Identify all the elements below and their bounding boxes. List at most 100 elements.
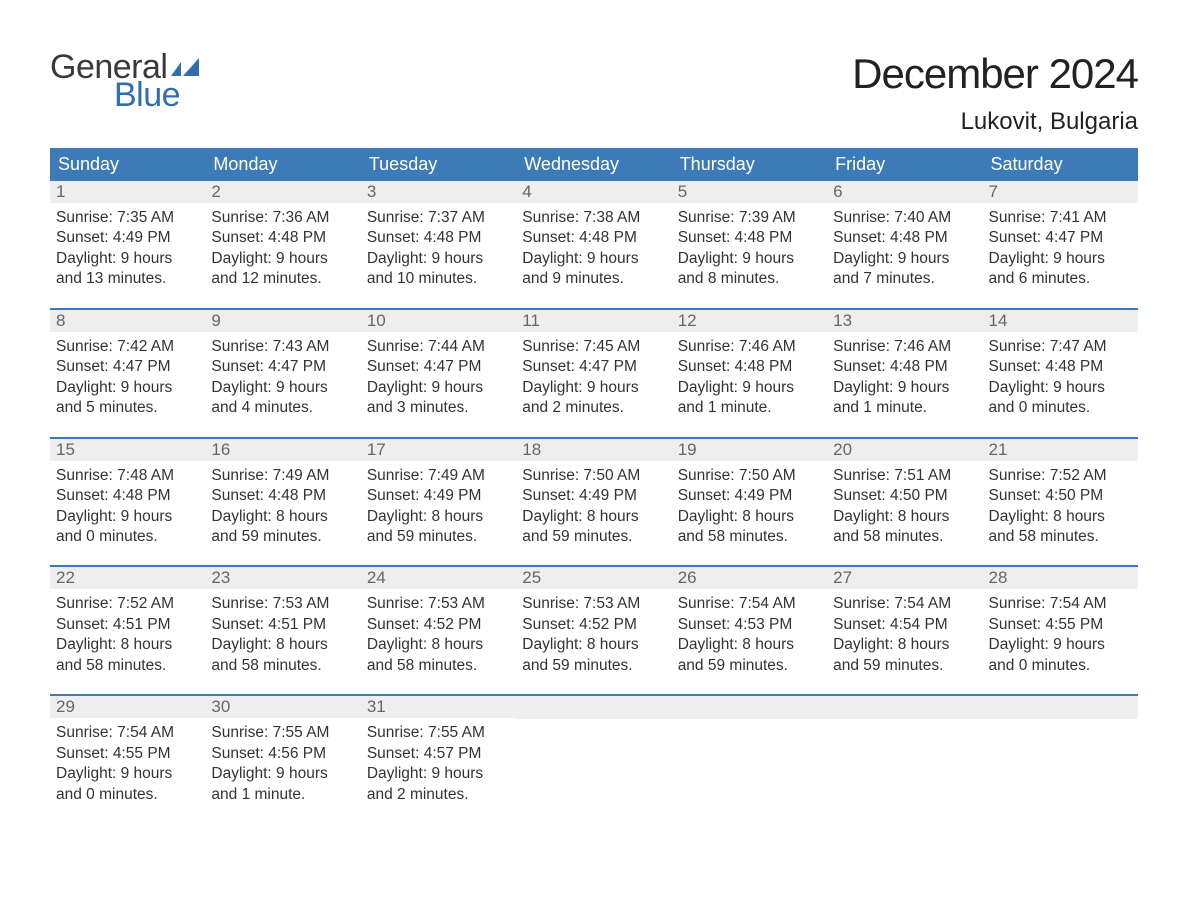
day-cell: 10Sunrise: 7:44 AMSunset: 4:47 PMDayligh…	[361, 310, 516, 419]
day-line: and 59 minutes.	[211, 527, 354, 547]
day-line: Sunset: 4:48 PM	[522, 228, 665, 248]
day-body: Sunrise: 7:53 AMSunset: 4:52 PMDaylight:…	[516, 589, 671, 676]
day-line: and 8 minutes.	[678, 269, 821, 289]
day-cell: 3Sunrise: 7:37 AMSunset: 4:48 PMDaylight…	[361, 181, 516, 290]
day-cell: 23Sunrise: 7:53 AMSunset: 4:51 PMDayligh…	[205, 567, 360, 676]
day-line: Sunset: 4:47 PM	[522, 357, 665, 377]
day-line: Daylight: 8 hours	[211, 635, 354, 655]
day-number: 5	[672, 181, 827, 203]
day-line: Sunrise: 7:52 AM	[989, 466, 1132, 486]
day-line: and 3 minutes.	[367, 398, 510, 418]
day-body: Sunrise: 7:54 AMSunset: 4:54 PMDaylight:…	[827, 589, 982, 676]
title-block: December 2024 Lukovit, Bulgaria	[852, 50, 1138, 136]
day-number: 18	[516, 439, 671, 461]
day-body: Sunrise: 7:44 AMSunset: 4:47 PMDaylight:…	[361, 332, 516, 419]
dow-cell: Thursday	[672, 148, 827, 181]
day-line: Sunset: 4:52 PM	[367, 615, 510, 635]
day-line: Sunrise: 7:46 AM	[833, 337, 976, 357]
day-line: and 59 minutes.	[833, 656, 976, 676]
calendar: SundayMondayTuesdayWednesdayThursdayFrid…	[50, 148, 1138, 805]
day-body: Sunrise: 7:45 AMSunset: 4:47 PMDaylight:…	[516, 332, 671, 419]
day-body: Sunrise: 7:54 AMSunset: 4:53 PMDaylight:…	[672, 589, 827, 676]
day-line: Sunrise: 7:35 AM	[56, 208, 199, 228]
day-body: Sunrise: 7:47 AMSunset: 4:48 PMDaylight:…	[983, 332, 1138, 419]
day-body: Sunrise: 7:35 AMSunset: 4:49 PMDaylight:…	[50, 203, 205, 290]
day-cell: 4Sunrise: 7:38 AMSunset: 4:48 PMDaylight…	[516, 181, 671, 290]
month-title: December 2024	[852, 50, 1138, 98]
day-line: Sunset: 4:48 PM	[833, 228, 976, 248]
day-number: 3	[361, 181, 516, 203]
dow-cell: Tuesday	[361, 148, 516, 181]
day-cell: 26Sunrise: 7:54 AMSunset: 4:53 PMDayligh…	[672, 567, 827, 676]
day-line: Sunset: 4:56 PM	[211, 744, 354, 764]
day-cell: 22Sunrise: 7:52 AMSunset: 4:51 PMDayligh…	[50, 567, 205, 676]
day-line: Sunset: 4:48 PM	[56, 486, 199, 506]
day-body: Sunrise: 7:42 AMSunset: 4:47 PMDaylight:…	[50, 332, 205, 419]
week-row: 8Sunrise: 7:42 AMSunset: 4:47 PMDaylight…	[50, 308, 1138, 419]
day-line: Sunset: 4:51 PM	[211, 615, 354, 635]
day-line: Sunset: 4:57 PM	[367, 744, 510, 764]
day-line: Sunrise: 7:54 AM	[989, 594, 1132, 614]
day-line: Daylight: 9 hours	[989, 378, 1132, 398]
dow-cell: Saturday	[983, 148, 1138, 181]
day-line: and 59 minutes.	[522, 656, 665, 676]
day-line: Sunset: 4:55 PM	[56, 744, 199, 764]
day-line: and 0 minutes.	[989, 398, 1132, 418]
day-line: Sunset: 4:48 PM	[367, 228, 510, 248]
day-cell: 1Sunrise: 7:35 AMSunset: 4:49 PMDaylight…	[50, 181, 205, 290]
day-line: Sunrise: 7:42 AM	[56, 337, 199, 357]
day-line: Sunrise: 7:51 AM	[833, 466, 976, 486]
day-line: Sunrise: 7:55 AM	[367, 723, 510, 743]
day-line: and 7 minutes.	[833, 269, 976, 289]
days-of-week-row: SundayMondayTuesdayWednesdayThursdayFrid…	[50, 148, 1138, 181]
day-line: Daylight: 9 hours	[367, 378, 510, 398]
day-cell: 24Sunrise: 7:53 AMSunset: 4:52 PMDayligh…	[361, 567, 516, 676]
day-number: 1	[50, 181, 205, 203]
day-line: Sunrise: 7:48 AM	[56, 466, 199, 486]
day-body: Sunrise: 7:49 AMSunset: 4:48 PMDaylight:…	[205, 461, 360, 548]
day-line: Daylight: 8 hours	[989, 507, 1132, 527]
day-cell	[827, 696, 982, 805]
header: General Blue December 2024 Lukovit, Bulg…	[50, 50, 1138, 136]
day-line: Sunset: 4:49 PM	[678, 486, 821, 506]
day-number: 13	[827, 310, 982, 332]
day-line: Sunrise: 7:49 AM	[211, 466, 354, 486]
day-cell: 14Sunrise: 7:47 AMSunset: 4:48 PMDayligh…	[983, 310, 1138, 419]
day-body: Sunrise: 7:55 AMSunset: 4:56 PMDaylight:…	[205, 718, 360, 805]
day-number: 7	[983, 181, 1138, 203]
day-line: and 58 minutes.	[56, 656, 199, 676]
day-line: Sunset: 4:48 PM	[989, 357, 1132, 377]
day-line: and 5 minutes.	[56, 398, 199, 418]
day-line: Daylight: 8 hours	[367, 635, 510, 655]
day-line: Daylight: 8 hours	[522, 635, 665, 655]
day-line: Daylight: 9 hours	[211, 764, 354, 784]
day-body: Sunrise: 7:37 AMSunset: 4:48 PMDaylight:…	[361, 203, 516, 290]
day-number: 29	[50, 696, 205, 718]
day-cell: 6Sunrise: 7:40 AMSunset: 4:48 PMDaylight…	[827, 181, 982, 290]
day-number-empty	[827, 696, 982, 719]
day-body: Sunrise: 7:43 AMSunset: 4:47 PMDaylight:…	[205, 332, 360, 419]
day-number: 17	[361, 439, 516, 461]
day-line: Sunset: 4:52 PM	[522, 615, 665, 635]
day-cell	[983, 696, 1138, 805]
day-number-empty	[983, 696, 1138, 719]
day-line: Daylight: 9 hours	[211, 249, 354, 269]
day-line: Sunset: 4:53 PM	[678, 615, 821, 635]
day-number: 16	[205, 439, 360, 461]
day-line: Sunset: 4:48 PM	[678, 228, 821, 248]
day-line: and 12 minutes.	[211, 269, 354, 289]
day-number: 20	[827, 439, 982, 461]
day-cell: 11Sunrise: 7:45 AMSunset: 4:47 PMDayligh…	[516, 310, 671, 419]
day-number-empty	[516, 696, 671, 719]
day-line: Daylight: 9 hours	[522, 249, 665, 269]
brand-word-2: Blue	[114, 78, 201, 112]
day-line: and 58 minutes.	[833, 527, 976, 547]
day-line: Sunset: 4:54 PM	[833, 615, 976, 635]
day-line: Daylight: 9 hours	[678, 249, 821, 269]
day-line: Sunrise: 7:46 AM	[678, 337, 821, 357]
day-number-empty	[672, 696, 827, 719]
day-line: Daylight: 9 hours	[367, 249, 510, 269]
day-line: Sunrise: 7:52 AM	[56, 594, 199, 614]
day-line: Daylight: 9 hours	[989, 635, 1132, 655]
day-line: and 2 minutes.	[367, 785, 510, 805]
